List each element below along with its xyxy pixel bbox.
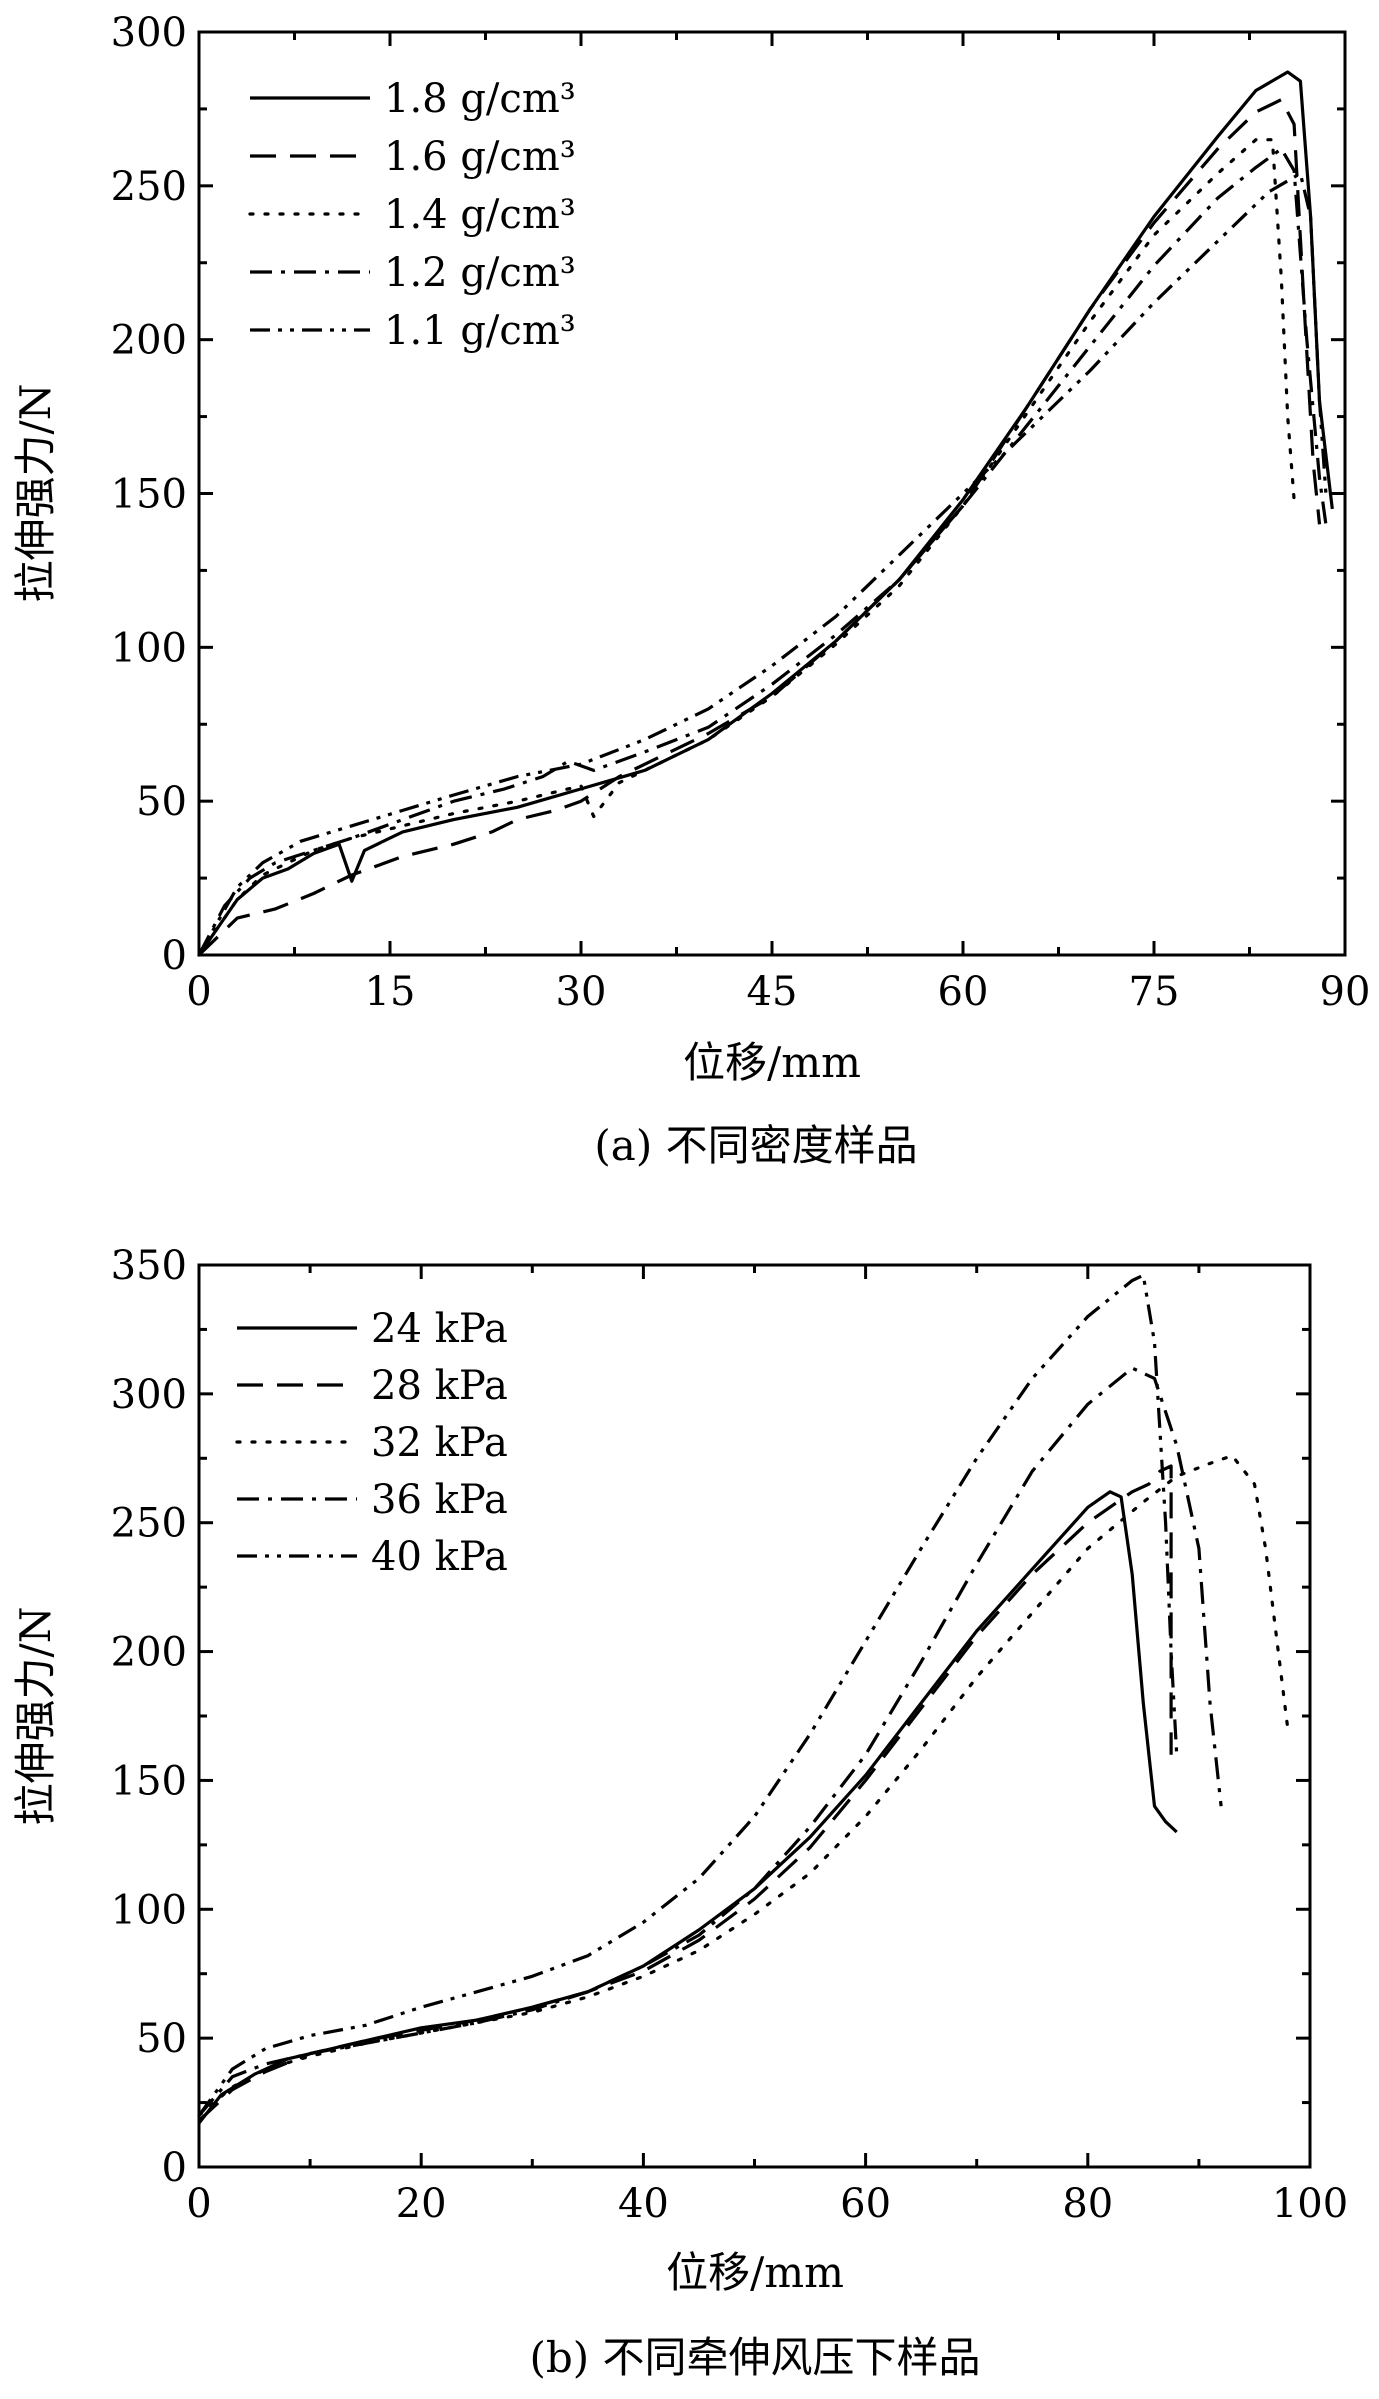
chart-a-legend-label-4: 1.2 g/cm³ (384, 250, 576, 296)
chart-a-legend-label-2: 1.6 g/cm³ (384, 134, 576, 180)
chart-b-xtick-label: 40 (618, 2181, 669, 2227)
chart-a-ytick-label: 250 (111, 164, 187, 210)
chart-a-xtick-label: 0 (186, 969, 211, 1015)
chart-a-xtick-label: 60 (938, 969, 989, 1015)
chart-a-xtick-label: 45 (747, 969, 798, 1015)
chart-a-legend: 1.8 g/cm³ 1.6 g/cm³ 1.4 g/cm³ 1.2 g/cm³ 1.1 … (248, 76, 576, 354)
chart-a-xtick-label: 75 (1129, 969, 1180, 1015)
chart-b-xtick-label: 60 (840, 2181, 891, 2227)
chart-a-legend-label-1: 1.8 g/cm³ (384, 76, 576, 122)
chart-a-ytick-label: 300 (111, 10, 187, 56)
chart-a-ylabel: 拉伸强力/N (11, 384, 60, 603)
chart-a-xtick-label: 30 (556, 969, 607, 1015)
chart-b-xtick-label: 100 (1272, 2181, 1348, 2227)
chart-a-xlabel: 位移/mm (683, 1038, 861, 1087)
chart-b-series-line-4 (197, 1366, 1223, 2117)
chart-b-tick-labels: 0 20 40 60 80 100 0 50 100 150 200 250 300 350 (111, 1243, 1349, 2227)
chart-a-ytick-label: 0 (162, 933, 187, 979)
chart-a-series-line-1 (197, 70, 1334, 956)
chart-b-legend-label-5: 40 kPa (371, 1534, 508, 1580)
chart-a-series-line-5 (197, 171, 1328, 956)
chart-b: 0 20 40 60 80 100 0 50 100 150 200 250 300 350 24 kPa… (11, 1243, 1348, 2382)
chart-b-ytick-label: 300 (111, 1372, 187, 1418)
chart-b-legend-label-3: 32 kPa (371, 1420, 508, 1466)
chart-b-legend-label-4: 36 kPa (371, 1477, 508, 1523)
chart-b-series-lines (197, 1273, 1290, 2125)
chart-b-series-line-2 (197, 1464, 1173, 2122)
chart-b-ytick-label: 50 (136, 2016, 187, 2062)
chart-a-plot-frame (197, 30, 1347, 957)
chart-a-series-lines (197, 70, 1334, 957)
chart-a-tick-labels: 0 15 30 45 60 75 90 0 50 100 150 200 250 300 (111, 10, 1371, 1015)
chart-a-ytick-label: 50 (136, 779, 187, 825)
chart-b-xtick-label: 20 (396, 2181, 447, 2227)
chart-b-xlabel: 位移/mm (666, 2248, 844, 2297)
chart-b-ytick-label: 150 (111, 1758, 187, 1804)
chart-a-ytick-label: 100 (111, 625, 187, 671)
chart-b-xtick-label: 0 (186, 2181, 211, 2227)
chart-b-caption: (b) 不同牵伸风压下样品 (529, 2333, 980, 2382)
chart-b-ylabel: 拉伸强力/N (11, 1607, 60, 1826)
chart-a-series-line-4 (197, 147, 1328, 956)
chart-a-series-line-2 (197, 98, 1322, 957)
chart-a-ticks (197, 30, 1347, 957)
chart-b-series-line-3 (197, 1454, 1290, 2118)
chart-a-ytick-label: 150 (111, 472, 187, 518)
chart-b-ytick-label: 0 (162, 2145, 187, 2191)
chart-a-ytick-label: 200 (111, 318, 187, 364)
chart-a-caption: (a) 不同密度样品 (594, 1121, 917, 1170)
chart-b-ytick-label: 100 (111, 1887, 187, 1933)
chart-b-series-line-5 (197, 1273, 1179, 2117)
chart-a-legend-label-3: 1.4 g/cm³ (384, 192, 576, 238)
chart-a: 0 15 30 45 60 75 90 0 50 100 150 200 250 300 1.8 g/cm… (11, 10, 1370, 1170)
chart-b-ytick-label: 200 (111, 1630, 187, 1676)
chart-b-legend: 24 kPa 28 kPa 32 kPa 36 kPa 40 kPa (235, 1306, 508, 1580)
chart-a-legend-label-5: 1.1 g/cm³ (384, 308, 576, 354)
chart-b-legend-label-2: 28 kPa (371, 1363, 508, 1409)
chart-a-xtick-label: 90 (1320, 969, 1371, 1015)
chart-a-series-line-3 (197, 138, 1296, 957)
chart-b-ytick-label: 350 (111, 1243, 187, 1289)
chart-b-legend-label-1: 24 kPa (371, 1306, 508, 1352)
chart-b-ticks (197, 1263, 1312, 2169)
chart-b-series-line-1 (197, 1490, 1178, 2125)
chart-b-ytick-label: 250 (111, 1501, 187, 1547)
chart-a-xtick-label: 15 (365, 969, 416, 1015)
chart-b-xtick-label: 80 (1062, 2181, 1113, 2227)
